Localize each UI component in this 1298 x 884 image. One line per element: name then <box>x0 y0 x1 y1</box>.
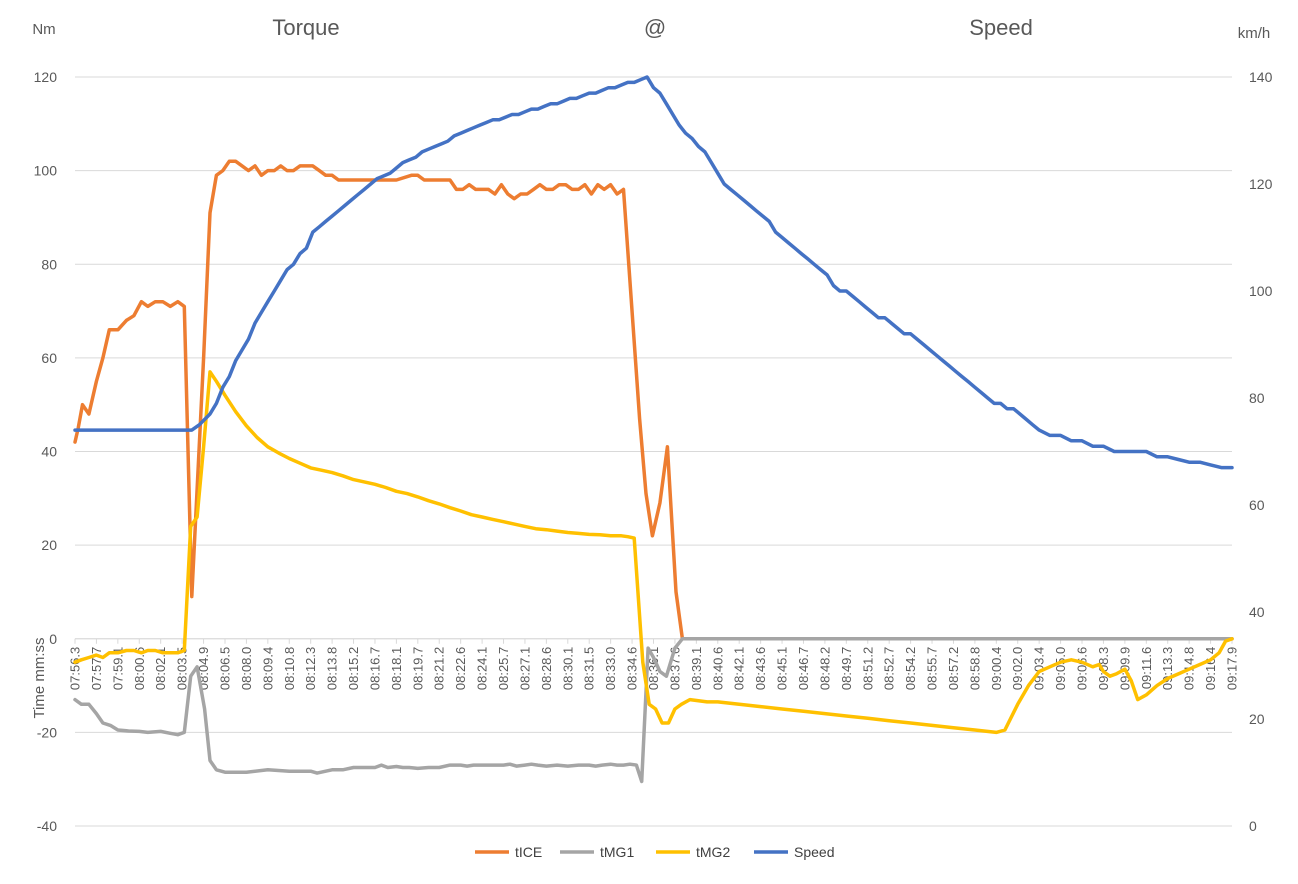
x-tick-label: 08:27.1 <box>517 647 532 690</box>
x-tick-label: 08:40.6 <box>710 647 725 690</box>
x-tick-label: 08:09.4 <box>260 647 275 690</box>
x-tick-label: 09:06.6 <box>1075 647 1090 690</box>
legend-label-speed: Speed <box>794 844 834 860</box>
x-tick-label: 09:00.4 <box>989 647 1004 690</box>
y-right-tick-label: 140 <box>1249 69 1273 85</box>
x-tick-label: 08:00.6 <box>132 647 147 690</box>
x-tick-label: 08:12.3 <box>303 647 318 690</box>
x-tick-label: 08:24.1 <box>475 647 490 690</box>
x-tick-label: 08:43.6 <box>753 647 768 690</box>
x-tick-label: 07:57.7 <box>89 647 104 690</box>
x-tick-label: 08:36.1 <box>646 647 661 690</box>
legend: tICE tMG1 tMG2 Speed <box>475 844 834 860</box>
x-tick-label: 09:11.6 <box>1139 647 1154 689</box>
y-left-tick-label: 40 <box>41 444 57 460</box>
title-torque: Torque <box>272 15 339 40</box>
x-tick-label: 08:34.6 <box>625 647 640 690</box>
x-tick-label: 08:06.5 <box>217 647 232 690</box>
y-left-tick-label: -20 <box>37 724 57 740</box>
x-tick-label: 08:31.5 <box>582 647 597 690</box>
left-axis-unit: Nm <box>32 21 55 38</box>
x-tick-label: 09:17.9 <box>1225 647 1240 690</box>
y-right-tick-label: 120 <box>1249 176 1273 192</box>
y-right-tick-label: 80 <box>1249 390 1265 406</box>
y-left-tick-label: 80 <box>41 256 57 272</box>
x-tick-label: 08:54.2 <box>903 647 918 690</box>
x-tick-label: 08:19.7 <box>410 647 425 690</box>
title-speed: Speed <box>969 15 1033 40</box>
x-tick-label: 08:18.1 <box>389 647 404 690</box>
right-axis-unit: km/h <box>1238 25 1271 42</box>
y-left-tick-label: -40 <box>37 818 57 834</box>
x-tick-label: 08:49.7 <box>839 647 854 690</box>
y-left-tick-label: 20 <box>41 537 57 553</box>
y-left-tick-label: 120 <box>34 69 58 85</box>
title-at: @ <box>644 15 666 40</box>
x-tick-label: 08:55.7 <box>925 647 940 690</box>
y-right-tick-label: 100 <box>1249 283 1273 299</box>
y-left-tick-label: 60 <box>41 350 57 366</box>
x-tick-label: 07:56.3 <box>68 647 83 690</box>
x-tick-label: 08:46.7 <box>796 647 811 690</box>
x-tick-label: 08:08.0 <box>239 647 254 690</box>
x-tick-label: 08:30.1 <box>560 647 575 690</box>
y-right-tick-label: 0 <box>1249 818 1257 834</box>
y-left-tick-label: 0 <box>49 631 57 647</box>
x-tick-label: 08:48.2 <box>817 647 832 690</box>
x-tick-label: 09:05.0 <box>1053 647 1068 690</box>
y-right-tick-label: 20 <box>1249 711 1265 727</box>
legend-label-tmg1: tMG1 <box>600 844 634 860</box>
gridlines <box>75 76 1232 827</box>
y-left-tick-label: 100 <box>34 163 58 179</box>
x-tick-label: 08:28.6 <box>539 647 554 690</box>
legend-label-tmg2: tMG2 <box>696 844 730 860</box>
x-tick-label: 08:15.2 <box>346 647 361 690</box>
y-right-tick-label: 60 <box>1249 497 1265 513</box>
x-tick-label: 09:02.0 <box>1010 647 1025 690</box>
x-tick-label: 08:45.1 <box>775 647 790 690</box>
x-tick-label: 08:25.7 <box>496 647 511 690</box>
x-tick-label: 08:33.0 <box>603 647 618 690</box>
x-tick-label: 08:21.2 <box>432 647 447 690</box>
axes: -40 -20 0 20 40 60 80 100 120 0 20 40 60 80 100 120 140 0… <box>34 69 1273 834</box>
x-tick-label: 08:51.2 <box>860 647 875 690</box>
series-line-tice <box>73 159 1234 641</box>
y-right-tick-label: 40 <box>1249 604 1265 620</box>
x-tick-label: 07:59.1 <box>110 647 125 690</box>
x-tick-label: 08:03.5 <box>175 647 190 690</box>
x-tick-label: 08:58.8 <box>967 647 982 690</box>
series-line-speed <box>73 75 1234 470</box>
x-tick-label: 08:57.2 <box>946 647 961 690</box>
x-tick-label: 08:16.7 <box>367 647 382 690</box>
x-axis-label: Time mm:ss <box>31 637 48 718</box>
series-line-tmg2 <box>73 370 1234 735</box>
x-tick-label: 08:42.1 <box>732 647 747 690</box>
legend-label-tice: tICE <box>515 844 542 860</box>
x-tick-label: 08:13.8 <box>325 647 340 690</box>
x-tick-label: 08:39.1 <box>689 647 704 690</box>
x-tick-label: 08:02.1 <box>153 647 168 690</box>
series-lines <box>73 75 1234 784</box>
x-tick-label: 08:52.7 <box>882 647 897 690</box>
series-line-tmg1 <box>73 637 1234 784</box>
x-tick-label: 08:22.6 <box>453 647 468 690</box>
x-tick-label: 08:10.8 <box>282 647 297 690</box>
